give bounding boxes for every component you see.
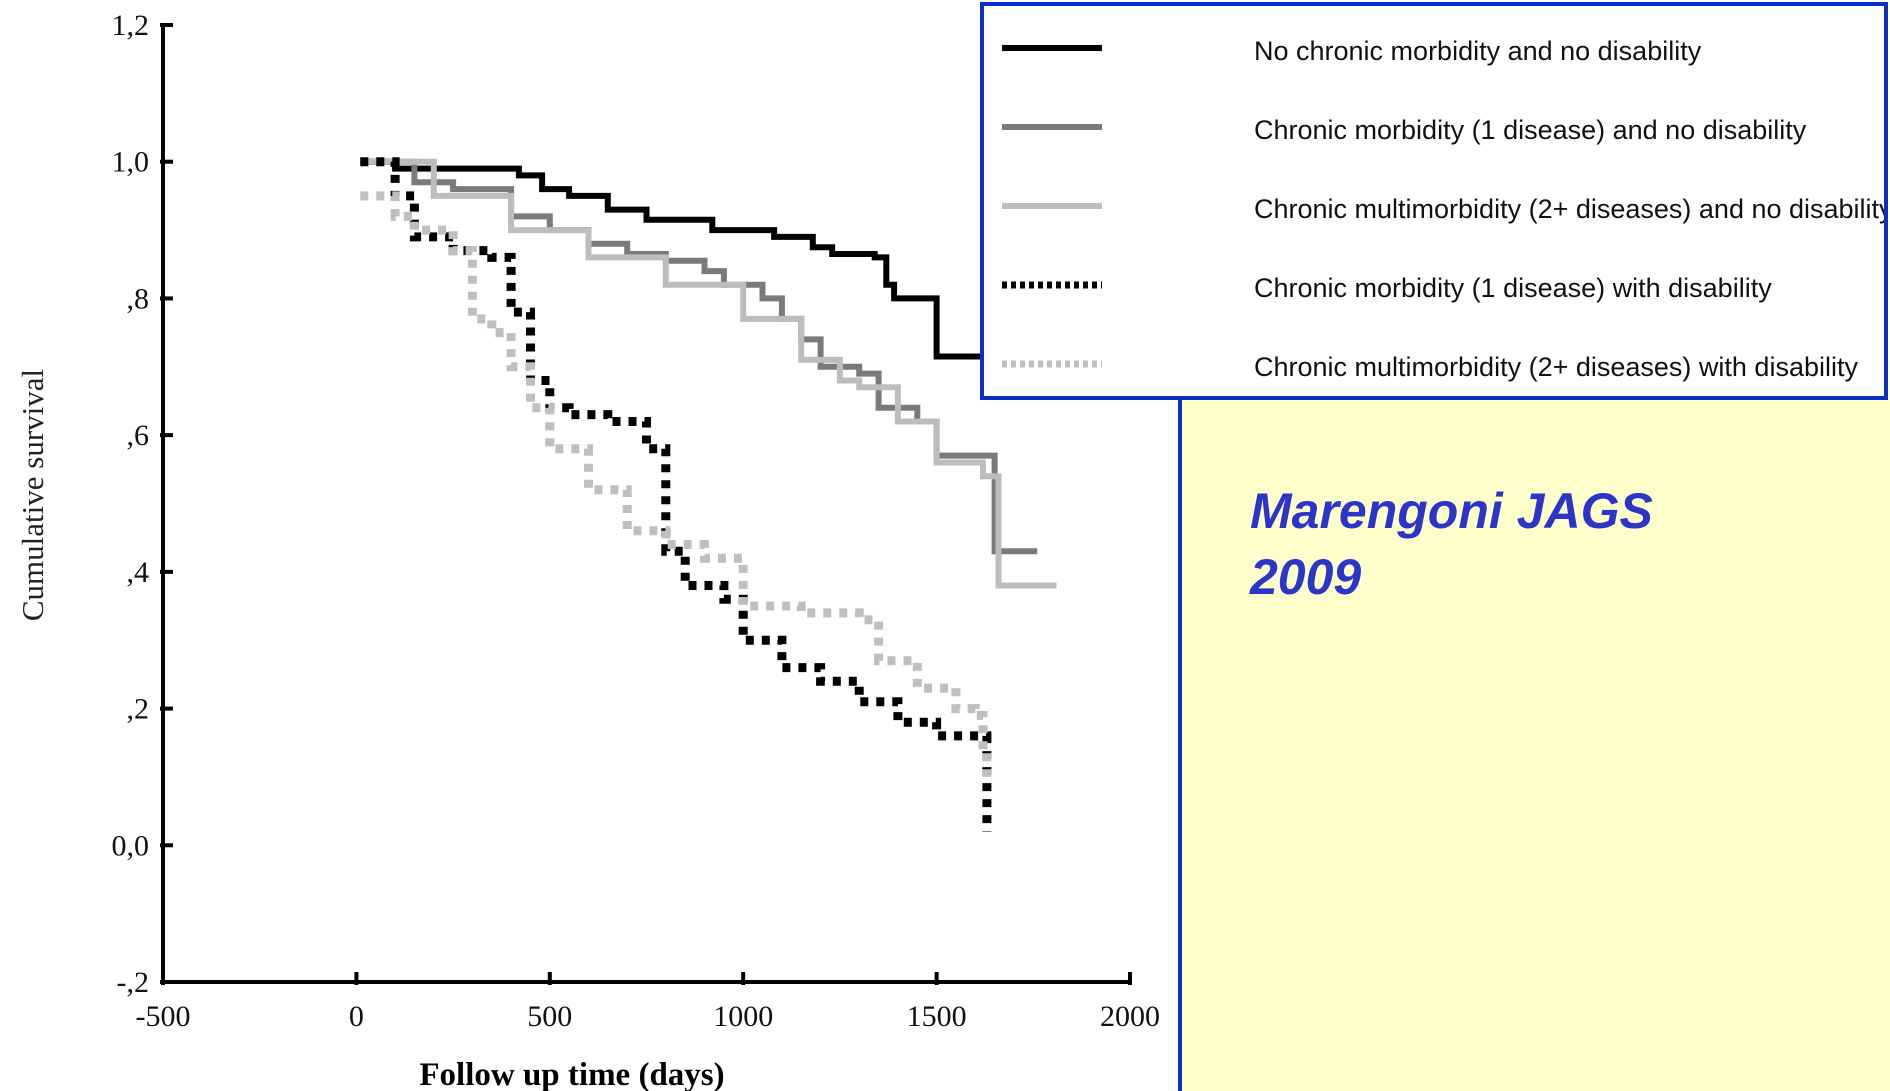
series-line-1 (360, 158, 995, 360)
legend-label-3: Chronic multimorbidity (2+ diseases) and… (1254, 194, 1884, 224)
y-tick-label: 1,0 (112, 146, 150, 179)
series-line-2 (360, 158, 1038, 555)
citation-panel: Marengoni JAGS 2009 (1178, 360, 1890, 1091)
legend-entries: No chronic morbidity and no disability Ch… (1002, 36, 1890, 382)
legend-label-1: No chronic morbidity and no disability (1254, 36, 1702, 66)
y-axis-label: Cumulative survival (15, 369, 50, 621)
legend-label-5: Chronic multimorbidity (2+ diseases) wit… (1254, 352, 1858, 382)
series-line-5 (360, 191, 992, 777)
y-tick-label: -,2 (117, 966, 150, 999)
x-tick-label: 500 (527, 1000, 572, 1033)
series-line-3 (360, 158, 1057, 589)
x-tick-label: 2000 (1100, 1000, 1160, 1033)
y-tick-label: ,6 (127, 419, 150, 452)
x-axis-label: Follow up time (days) (419, 1057, 724, 1091)
y-tick-label: 0,0 (112, 829, 150, 862)
x-tick-label: 1000 (713, 1000, 773, 1033)
x-tick-label: -500 (136, 1000, 191, 1033)
y-tick-label: 1,2 (112, 9, 150, 42)
series-line-4 (360, 157, 992, 832)
legend: No chronic morbidity and no disability Ch… (980, 2, 1890, 400)
x-tick-label: 1500 (907, 1000, 967, 1033)
chart-axes: -,2 0,0 ,2 ,4 ,6 ,8 1,0 1,2 -500 0 500 1000 1500 2000 (112, 9, 1161, 1033)
citation-text: Marengoni JAGS 2009 (1250, 483, 1653, 605)
chart-series (360, 157, 1057, 832)
x-tick-label: 0 (349, 1000, 364, 1033)
legend-label-4: Chronic morbidity (1 disease) with disab… (1254, 273, 1772, 303)
y-tick-label: ,2 (127, 693, 150, 726)
y-tick-label: ,8 (127, 282, 150, 315)
legend-label-2: Chronic morbidity (1 disease) and no dis… (1254, 115, 1807, 145)
y-tick-label: ,4 (127, 556, 150, 589)
